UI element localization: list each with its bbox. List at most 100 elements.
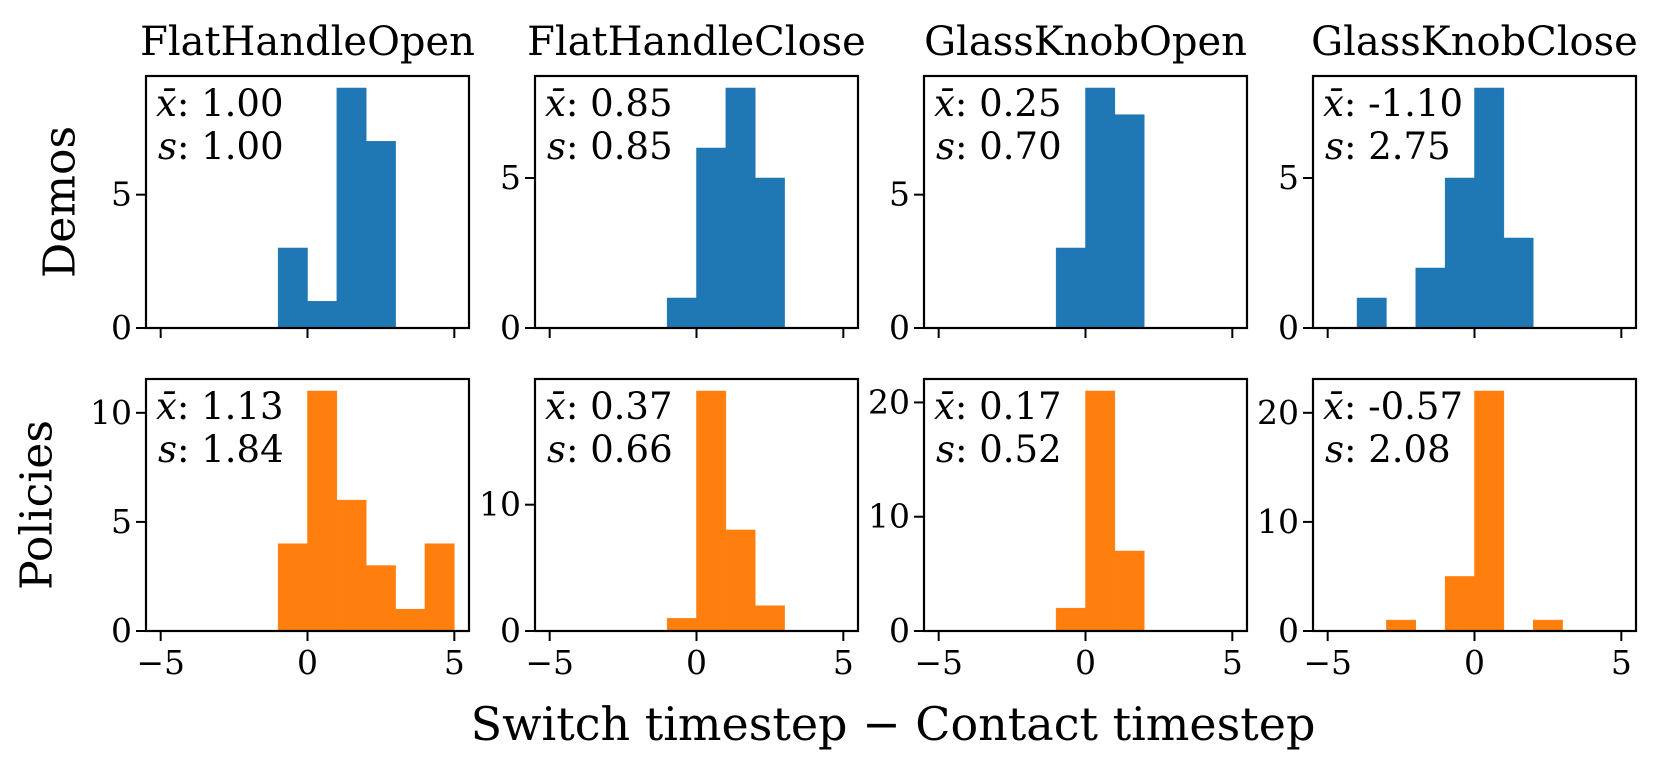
panel-title: FlatHandleOpen (140, 19, 475, 65)
std-value: : 1.00 (177, 125, 284, 168)
mean-symbol: x̄ (545, 385, 566, 428)
std-symbol: s (547, 428, 566, 471)
y-tick-label: 0 (111, 308, 132, 347)
x-tick-label: 5 (1222, 643, 1243, 682)
mean-value: : 0.25 (955, 82, 1062, 125)
std-annotation: s: 0.66 (547, 428, 673, 471)
std-symbol: s (1325, 428, 1344, 471)
mean-value: : 0.85 (566, 82, 673, 125)
std-value: : 0.52 (955, 428, 1062, 471)
x-tick-label: −5 (914, 643, 963, 682)
x-tick-label: −5 (136, 643, 185, 682)
x-tick-label: 5 (444, 643, 465, 682)
histogram-bar (1356, 297, 1387, 329)
histogram-bar (424, 543, 455, 632)
histogram-bar (365, 141, 396, 329)
mean-value: : 0.17 (955, 385, 1062, 428)
mean-annotation: x̄: -0.57 (1323, 385, 1463, 428)
histogram-bar (1503, 237, 1534, 329)
mean-annotation: x̄: -1.10 (1323, 82, 1463, 125)
histogram-bar (365, 565, 396, 632)
panel-title: GlassKnobClose (1311, 19, 1638, 65)
row-label: Demos (35, 126, 86, 278)
y-tick-label: 5 (111, 175, 132, 214)
std-symbol: s (158, 125, 177, 168)
y-tick-label: 5 (111, 502, 132, 541)
std-annotation: s: 0.52 (936, 428, 1062, 471)
x-axis-label: Switch timestep − Contact timestep (471, 697, 1316, 751)
histogram-bar (666, 618, 697, 632)
histogram-bar (754, 177, 785, 329)
mean-annotation: x̄: 0.37 (545, 385, 673, 428)
std-value: : 2.08 (1344, 428, 1451, 471)
mean-annotation: x̄: 0.25 (934, 82, 1062, 125)
std-annotation: s: 2.08 (1325, 428, 1451, 471)
mean-annotation: x̄: 0.17 (934, 385, 1062, 428)
histogram-bar (1474, 390, 1505, 632)
mean-symbol: x̄ (156, 82, 177, 125)
mean-symbol: x̄ (1323, 82, 1344, 125)
y-tick-label: 0 (500, 611, 521, 650)
mean-annotation: x̄: 1.13 (156, 385, 284, 428)
y-tick-label: 0 (889, 308, 910, 347)
histogram-bar (1085, 390, 1116, 632)
histogram-bar (696, 147, 727, 329)
histogram-bar (277, 543, 308, 632)
std-value: : 0.85 (566, 125, 673, 168)
mean-value: : 1.00 (177, 82, 284, 125)
histogram-bar (725, 87, 756, 329)
x-tick-label: 5 (833, 643, 854, 682)
histogram-bar (1532, 619, 1563, 632)
std-value: : 2.75 (1344, 125, 1451, 168)
mean-value: : 1.13 (177, 385, 284, 428)
std-symbol: s (936, 125, 955, 168)
y-tick-label: 10 (90, 393, 132, 432)
y-tick-label: 5 (889, 175, 910, 214)
histogram-bar (1085, 87, 1116, 329)
x-tick-label: 0 (686, 643, 707, 682)
x-tick-label: 5 (1611, 643, 1632, 682)
histogram-bar (725, 529, 756, 632)
row-label: Policies (12, 420, 63, 590)
histogram-bar (307, 301, 338, 329)
y-tick-label: 0 (500, 308, 521, 347)
std-value: : 0.70 (955, 125, 1062, 168)
panel-title: FlatHandleClose (527, 19, 866, 65)
histogram-bar (336, 499, 367, 632)
std-annotation: s: 1.00 (158, 125, 284, 168)
y-tick-label: 5 (1278, 158, 1299, 197)
y-tick-label: 20 (1257, 393, 1299, 432)
mean-symbol: x̄ (934, 82, 955, 125)
std-symbol: s (547, 125, 566, 168)
x-tick-label: 0 (1464, 643, 1485, 682)
histogram-bar (277, 247, 308, 329)
x-tick-label: 0 (297, 643, 318, 682)
y-tick-label: 5 (500, 158, 521, 197)
mean-symbol: x̄ (156, 385, 177, 428)
histogram-bar (1444, 576, 1475, 632)
y-tick-label: 0 (889, 611, 910, 650)
std-annotation: s: 1.84 (158, 428, 284, 471)
std-annotation: s: 2.75 (1325, 125, 1451, 168)
std-symbol: s (1325, 125, 1344, 168)
histogram-bar (1386, 619, 1417, 632)
mean-value: : -0.57 (1344, 385, 1463, 428)
y-tick-label: 10 (1257, 502, 1299, 541)
y-tick-label: 0 (1278, 611, 1299, 650)
x-tick-label: −5 (525, 643, 574, 682)
mean-symbol: x̄ (1323, 385, 1344, 428)
histogram-bar (1114, 550, 1145, 632)
std-annotation: s: 0.70 (936, 125, 1062, 168)
mean-value: : -1.10 (1344, 82, 1463, 125)
mean-annotation: x̄: 0.85 (545, 82, 673, 125)
std-value: : 0.66 (566, 428, 673, 471)
histogram-bar (1055, 247, 1086, 329)
y-tick-label: 20 (868, 382, 910, 421)
x-tick-label: 0 (1075, 643, 1096, 682)
mean-symbol: x̄ (545, 82, 566, 125)
std-symbol: s (158, 428, 177, 471)
std-annotation: s: 0.85 (547, 125, 673, 168)
histogram-bar (666, 297, 697, 329)
y-tick-label: 0 (111, 611, 132, 650)
